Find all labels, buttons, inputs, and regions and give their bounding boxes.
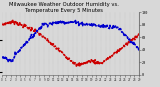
Text: Milwaukee Weather Outdoor Humidity vs. Temperature Every 5 Minutes: Milwaukee Weather Outdoor Humidity vs. T…: [9, 2, 119, 13]
